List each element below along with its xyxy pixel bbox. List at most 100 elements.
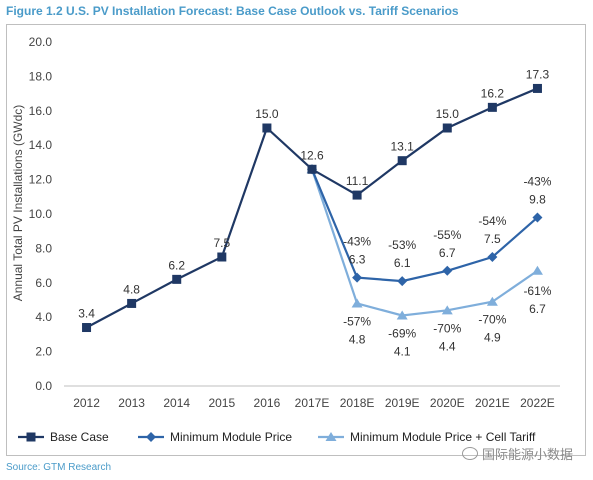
- data-label: 9.8: [529, 192, 546, 206]
- data-label: 13.1: [391, 140, 415, 154]
- data-labels: 3.4 4.8 6.2 7.5 15.0 12.6 11.1 13.1 15.0 16.2 17.3…: [78, 67, 552, 358]
- x-tick-label: 2015: [208, 396, 235, 410]
- x-tick-label: 2019E: [385, 396, 420, 410]
- data-label: 3.4: [78, 307, 95, 321]
- legend-item: Minimum Module Price: [138, 430, 292, 444]
- legend-label: Minimum Module Price: [170, 430, 292, 444]
- x-tick-label: 2022E: [520, 396, 555, 410]
- data-label: -57%: [343, 314, 371, 328]
- data-point: [487, 252, 498, 262]
- data-label: 4.1: [394, 344, 411, 358]
- data-label: 6.2: [168, 258, 185, 272]
- chart-frame: [6, 24, 586, 456]
- x-tick-label: 2016: [254, 396, 281, 410]
- data-label: 15.0: [436, 107, 460, 121]
- y-tick-label: 14.0: [29, 138, 53, 152]
- data-label: -61%: [523, 284, 551, 298]
- data-label: 11.1: [346, 174, 369, 188]
- data-label: 4.8: [349, 332, 366, 346]
- data-point: [397, 276, 408, 287]
- data-point: [307, 164, 317, 174]
- data-label: -70%: [478, 313, 506, 327]
- legend-label: Minimum Module Price + Cell Tariff: [350, 430, 536, 444]
- y-tick-label: 20.0: [29, 35, 53, 49]
- wechat-icon: [462, 447, 478, 460]
- data-point: [82, 323, 92, 333]
- legend: Base Case Minimum Module Price Minimum Mod…: [18, 430, 536, 444]
- watermark: 国际能源小数据: [462, 444, 573, 463]
- data-label: 7.5: [213, 236, 230, 250]
- legend-swatch-marker: [146, 432, 156, 442]
- y-axis-title: Annual Total PV Installations (GWdc): [11, 105, 25, 302]
- data-label: 6.7: [439, 246, 456, 260]
- series-line: [86, 87, 538, 329]
- series-line: [310, 168, 539, 283]
- data-label: -43%: [343, 235, 371, 249]
- data-point: [486, 296, 498, 306]
- series-line: [310, 168, 539, 317]
- x-tick-label: 2017E: [295, 396, 330, 410]
- x-tick-label: 2012: [73, 396, 100, 410]
- figure-title: Figure 1.2 U.S. PV Installation Forecast…: [6, 4, 459, 18]
- data-point: [352, 272, 363, 283]
- x-tick-label: 2014: [163, 396, 190, 410]
- y-tick-label: 16.0: [29, 104, 53, 118]
- pv-installation-chart: 0.02.04.06.08.010.012.014.016.018.020.0 …: [11, 35, 560, 444]
- data-label: 16.2: [481, 86, 505, 100]
- y-tick-label: 2.0: [35, 345, 52, 359]
- y-tick-labels: 0.0 2.0 4.0 6.0 8.0 10.0 12.0 14.0 16.0 18.0 20.0: [29, 35, 53, 393]
- source-note: Source: GTM Research: [6, 462, 112, 473]
- data-label: -53%: [388, 238, 416, 252]
- data-point: [262, 123, 272, 133]
- data-point: [441, 305, 453, 315]
- data-point: [442, 265, 453, 276]
- data-point: [351, 298, 363, 308]
- y-tick-label: 0.0: [35, 379, 52, 393]
- data-point: [532, 212, 543, 223]
- data-label: 6.1: [394, 256, 411, 270]
- data-label: -43%: [523, 174, 551, 188]
- y-tick-label: 10.0: [29, 207, 53, 221]
- data-point: [531, 265, 543, 275]
- x-tick-label: 2020E: [430, 396, 465, 410]
- legend-item: Base Case: [18, 430, 109, 444]
- series-minimum-module-price: [307, 164, 543, 287]
- data-label: 7.5: [484, 232, 501, 246]
- x-tick-labels: 2012 2013 2014 2015 2016 2017E 2018E 2019E 2020E…: [73, 396, 555, 410]
- x-tick-label: 2021E: [475, 396, 510, 410]
- x-tick-label: 2013: [118, 396, 145, 410]
- y-tick-label: 6.0: [35, 276, 52, 290]
- data-label: -55%: [433, 228, 461, 242]
- data-label: 6.7: [529, 302, 546, 316]
- data-point: [352, 190, 362, 200]
- x-tick-label: 2018E: [340, 396, 375, 410]
- y-tick-label: 8.0: [35, 241, 52, 255]
- data-label: 15.0: [255, 107, 279, 121]
- data-point: [442, 123, 452, 133]
- series-base-case: [82, 83, 542, 333]
- data-label: 12.6: [300, 148, 324, 162]
- data-point: [487, 102, 497, 112]
- series-lines: [82, 83, 543, 333]
- y-tick-label: 4.0: [35, 310, 52, 324]
- data-label: -69%: [388, 326, 416, 340]
- data-label: 4.4: [439, 339, 456, 353]
- data-point: [172, 274, 182, 284]
- data-label: 4.8: [123, 282, 140, 296]
- data-label: -54%: [478, 214, 506, 228]
- data-label: -70%: [433, 321, 461, 335]
- data-label: 6.3: [349, 253, 366, 267]
- legend-swatch-marker: [325, 432, 337, 441]
- data-label: 4.9: [484, 331, 501, 345]
- legend-item: Minimum Module Price + Cell Tariff: [318, 430, 536, 444]
- data-point: [217, 252, 227, 262]
- legend-swatch-marker: [26, 432, 36, 442]
- y-tick-label: 12.0: [29, 173, 53, 187]
- data-point: [396, 310, 408, 320]
- data-point: [127, 298, 137, 308]
- data-point: [532, 83, 542, 93]
- legend-label: Base Case: [50, 430, 109, 444]
- data-point: [397, 156, 407, 166]
- watermark-text: 国际能源小数据: [482, 447, 574, 462]
- y-tick-label: 18.0: [29, 69, 53, 83]
